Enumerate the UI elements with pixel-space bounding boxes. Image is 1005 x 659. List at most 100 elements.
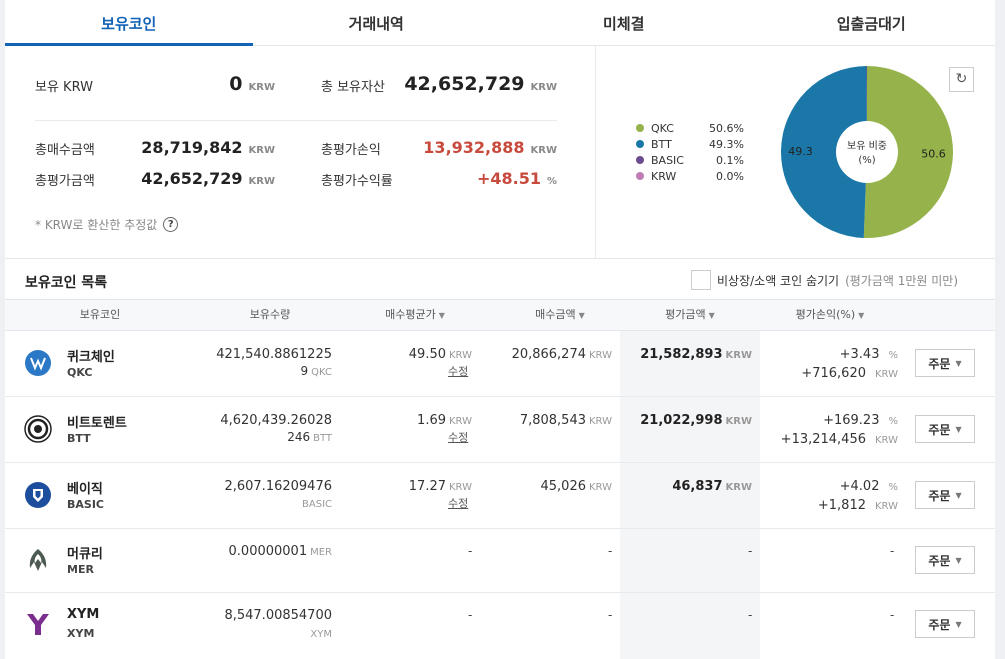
eval-amount-value: 46,837 [672, 479, 723, 494]
order-button-label: 주문 [928, 617, 951, 632]
buy-total-value: 28,719,842 [141, 138, 243, 157]
pie-slice-label: 50.6 [921, 147, 946, 160]
eval-amount-value: 21,022,998 [640, 413, 723, 428]
eval-amount-unit: KRW [725, 416, 752, 427]
total-assets-label-row: 총 보유자산 [321, 76, 385, 95]
eval-amount-empty: - [748, 544, 753, 558]
help-icon[interactable]: ? [163, 217, 179, 232]
legend-name: BASIC [651, 153, 684, 167]
pnl-label-row: 총평가손익 [321, 139, 381, 158]
pnl-pct-value: +169.23 [823, 413, 880, 428]
holding-qty-value: 0.00000001 [228, 544, 308, 559]
col-eval-amount[interactable]: 평가금액 ▼ [635, 300, 745, 331]
eval-total-value: 42,652,729 [141, 169, 243, 188]
hide-small-sub: (평가금액 1만원 미만) [845, 273, 959, 288]
avg-price-unit: KRW [449, 482, 472, 493]
legend-pct: 0.0% [716, 169, 744, 183]
legend-pct: 0.1% [716, 153, 744, 167]
coin-name: 비트토렌트 [67, 416, 127, 431]
col-coin-label: 보유코인 [79, 308, 121, 321]
chart-legend: QKC 50.6% BTT 49.3% BASIC 0.1% KRW 0.0% [636, 120, 744, 184]
tab-pending[interactable]: 미체결 [603, 15, 645, 33]
edit-avg-link[interactable]: 수정 [448, 431, 469, 444]
buy-amount-value: 45,026 [540, 479, 587, 494]
order-button[interactable]: 주문 ▼ [915, 546, 975, 574]
col-pnl-label: 평가손익(%) [795, 308, 856, 321]
edit-avg-link[interactable]: 수정 [448, 497, 469, 510]
sort-arrow-icon: ▼ [708, 311, 715, 320]
pnl-amount: +1,812 KRW [818, 498, 898, 513]
col-avg-price[interactable]: 매수평균가 ▼ [360, 300, 470, 331]
holding-qty-value: 421,540.8861225 [216, 347, 332, 362]
pnl-amount: +13,214,456 KRW [781, 432, 898, 447]
refresh-icon: ↻ [955, 71, 968, 87]
hide-small-label: 비상장/소액 코인 숨기기 [717, 273, 840, 288]
legend-pct: 50.6% [709, 121, 744, 135]
avg-price-unit: KRW [449, 416, 472, 427]
holding-qty-sub: BASIC [299, 496, 332, 510]
holding-qty-value: 8,547.00854700 [224, 608, 332, 623]
col-buy-amount[interactable]: 매수금액 ▼ [505, 300, 615, 331]
return-label: 총평가수익률 [321, 174, 393, 189]
order-button[interactable]: 주문 ▼ [915, 610, 975, 638]
pnl-unit: KRW [530, 145, 557, 156]
col-pnl[interactable]: 평가손익(%) ▼ [775, 300, 885, 331]
eval-column-bg [620, 463, 760, 528]
table-row: 베이직 BASIC 2,607.16209476 BASIC 17.27 KRW … [5, 463, 995, 529]
buy-amount: 20,866,274 KRW [512, 347, 612, 362]
tab-deposit-wait[interactable]: 입출금대기 [836, 15, 906, 33]
hide-small-option[interactable]: 비상장/소액 코인 숨기기 (평가금액 1만원 미만) [691, 270, 958, 290]
krw-value: 0 [229, 73, 243, 95]
pnl-pct-unit: % [888, 416, 898, 427]
eval-column-bg [620, 593, 760, 659]
buy-total-value-row: 28,719,842 KRW [135, 138, 275, 157]
tab-bar: 보유코인 거래내역 미체결 입출금대기 [5, 0, 995, 46]
legend-name: KRW [651, 169, 677, 183]
pnl-amount-value: +13,214,456 [780, 432, 866, 447]
holding-qty-sub-value: 9 [300, 364, 309, 378]
order-button-label: 주문 [928, 422, 951, 437]
avg-price-value: 1.69 [417, 413, 446, 428]
tab-holdings[interactable]: 보유코인 [5, 0, 253, 46]
btt-logo-icon [24, 415, 52, 443]
eval-amount: 46,837 KRW [672, 479, 752, 494]
order-button[interactable]: 주문 ▼ [915, 349, 975, 377]
krw-label-row: 보유 KRW [35, 76, 93, 95]
col-buy-amount-label: 매수금액 [535, 308, 576, 321]
eval-total-label-row: 총평가금액 [35, 170, 95, 189]
coin-symbol: MER [67, 563, 94, 576]
holding-qty: 421,540.8861225 [216, 347, 332, 362]
pnl-pct: +169.23% [823, 413, 898, 428]
col-qty: 보유수량 [215, 300, 325, 330]
hide-small-checkbox[interactable] [691, 270, 711, 290]
pnl-pct-unit: % [888, 482, 898, 493]
total-assets-unit: KRW [530, 82, 557, 93]
buy-amount-empty: - [608, 544, 613, 558]
pnl-label: 총평가손익 [321, 143, 381, 158]
table-row: 머큐리 MER 0.00000001 MER - - - - 주문 ▼ [5, 529, 995, 593]
eval-amount-value: 21,582,893 [640, 347, 723, 362]
coin-name: 머큐리 [67, 547, 103, 562]
krw-value-row: 0 KRW [205, 73, 275, 95]
edit-avg-link[interactable]: 수정 [448, 365, 469, 378]
eval-column-bg [620, 331, 760, 396]
holdings-list-title: 보유코인 목록 [25, 275, 108, 291]
holdings-donut-chart: 보유 비중 (%) 50.6 49.3 [781, 66, 954, 238]
holding-qty-unit: MER [310, 547, 332, 558]
tab-history[interactable]: 거래내역 [348, 15, 404, 33]
holding-qty-unit: BASIC [302, 499, 332, 510]
sort-arrow-icon: ▼ [578, 311, 585, 320]
holding-qty-sub-value: 246 [287, 430, 311, 444]
order-button[interactable]: 주문 ▼ [915, 415, 975, 443]
pie-slice-label: 49.3 [788, 145, 813, 158]
buy-total-label-row: 총매수금액 [35, 139, 95, 158]
col-avg-price-label: 매수평균가 [385, 308, 436, 321]
refresh-button[interactable]: ↻ [949, 67, 974, 92]
holding-qty: 8,547.00854700 [224, 608, 332, 623]
eval-amount: 21,582,893 KRW [640, 347, 752, 362]
order-button[interactable]: 주문 ▼ [915, 481, 975, 509]
eval-total-value-row: 42,652,729 KRW [135, 169, 275, 188]
buy-amount-unit: KRW [589, 482, 612, 493]
legend-dot [636, 172, 644, 180]
pnl-amount: +716,620 KRW [801, 366, 898, 381]
